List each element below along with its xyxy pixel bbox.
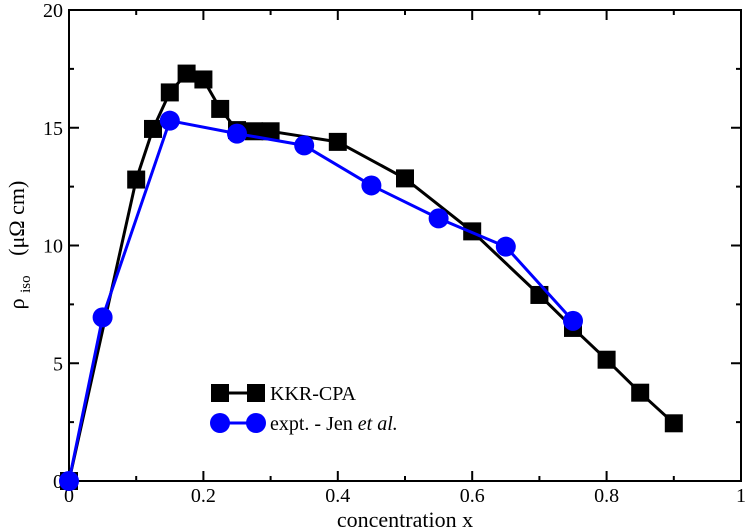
legend-label-expt-main: expt. - Jen [270, 413, 353, 435]
data-point-circle [563, 310, 583, 331]
x-axis-title: concentration x [337, 507, 473, 532]
y-tick-label: 20 [43, 0, 63, 22]
data-point-circle [361, 175, 382, 196]
x-tick-label: 0.2 [191, 485, 216, 507]
y-axis-title: ρ iso (μΩ cm) [4, 181, 35, 310]
y-tick-label: 10 [43, 236, 63, 258]
x-tick-label: 0.4 [325, 485, 350, 507]
legend-label-expt: expt. - Jen et al. [270, 413, 398, 435]
x-tick-label: 0.6 [460, 485, 485, 507]
data-point-square [631, 383, 650, 402]
data-point-square [177, 64, 196, 83]
data-point-circle [59, 471, 79, 491]
data-point-square [396, 169, 414, 188]
legend-label-expt-italic: et al. [358, 413, 398, 435]
plot-frame [68, 9, 742, 482]
y-axis-units: (μΩ cm) [4, 181, 29, 256]
legend-marker-kkr-left [211, 384, 229, 402]
data-point-circle [294, 135, 315, 156]
x-tick-label: 1 [736, 485, 746, 507]
y-axis-symbol: ρ [4, 298, 29, 309]
legend-marker-kkr-right [247, 384, 265, 402]
data-point-circle [495, 236, 516, 257]
legend: KKR-CPA expt. - Jen et al. [210, 383, 398, 435]
data-point-circle [92, 307, 113, 328]
data-point-circle [227, 123, 247, 144]
data-point-square [211, 99, 230, 118]
legend-label-kkr: KKR-CPA [270, 383, 357, 405]
data-point-square [127, 170, 146, 189]
data-point-square [664, 414, 683, 433]
x-tick-label: 0 [64, 485, 74, 507]
y-tick-label: 5 [53, 353, 63, 375]
y-tick-label: 15 [43, 118, 63, 140]
data-point-circle [159, 110, 180, 131]
legend-marker-expt-left [210, 413, 230, 433]
data-point-square [160, 83, 179, 102]
data-point-square [144, 119, 162, 138]
data-point-square [597, 350, 616, 369]
data-point-square [328, 132, 347, 151]
data-point-circle [428, 208, 449, 229]
data-point-square [194, 70, 213, 89]
y-axis-subscript: iso [18, 275, 34, 293]
legend-marker-expt-right [246, 413, 266, 433]
x-tick-label: 0.8 [594, 485, 619, 507]
data-point-square [261, 122, 280, 141]
y-tick-label: 0 [53, 471, 63, 493]
series-layer [59, 64, 683, 491]
